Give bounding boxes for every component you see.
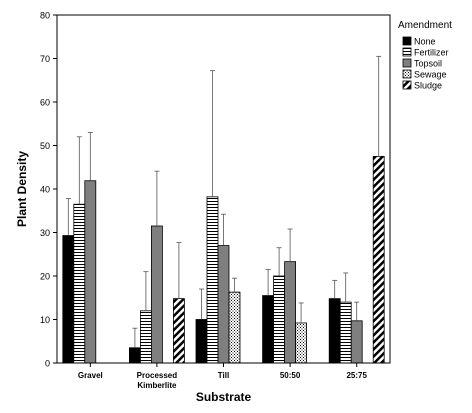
bar <box>172 298 185 364</box>
bar <box>273 275 286 364</box>
bar <box>350 320 363 364</box>
x-tick-label: Gravel <box>78 371 103 380</box>
x-tick-label: 50:50 <box>280 371 301 380</box>
legend-label: Sludge <box>414 81 442 91</box>
x-tick-label: Till <box>218 371 229 380</box>
y-tick-label: 0 <box>45 359 50 369</box>
bar <box>328 298 341 364</box>
y-tick-label: 80 <box>40 11 50 21</box>
y-tick-label: 40 <box>40 185 50 195</box>
x-tick-label: Processed <box>137 371 178 380</box>
bar <box>150 225 163 364</box>
bar <box>284 261 297 364</box>
bar <box>128 347 141 364</box>
bar <box>139 310 152 364</box>
legend-label: Fertilizer <box>414 48 449 58</box>
legend-title: Amendment <box>398 20 452 31</box>
legend-swatch <box>402 69 412 79</box>
x-axis-label: Substrate <box>196 390 252 404</box>
y-tick-label: 50 <box>40 141 50 151</box>
y-tick-label: 60 <box>40 98 50 108</box>
bar <box>217 245 230 364</box>
y-axis-label: Plant Density <box>15 151 29 227</box>
legend-swatch <box>402 36 412 46</box>
y-tick-label: 70 <box>40 54 50 64</box>
legend-label: None <box>414 37 436 47</box>
y-tick-label: 30 <box>40 228 50 238</box>
legend-swatch <box>402 80 412 90</box>
bar <box>339 301 352 364</box>
x-tick-label: Kimberlite <box>137 381 177 390</box>
y-tick-label: 20 <box>40 272 50 282</box>
bar <box>295 322 308 364</box>
legend-label: Sewage <box>414 70 447 80</box>
bar <box>84 180 97 364</box>
bar <box>195 319 208 364</box>
legend-swatch <box>402 58 412 68</box>
bar <box>372 155 385 364</box>
legend-swatch <box>402 47 412 57</box>
legend-label: Topsoil <box>414 59 442 69</box>
bar <box>262 295 275 364</box>
bar <box>73 203 86 364</box>
bar <box>206 196 219 364</box>
bar <box>62 235 75 364</box>
x-tick-label: 25:75 <box>346 371 367 380</box>
y-tick-label: 10 <box>40 315 50 325</box>
bar <box>228 291 241 364</box>
